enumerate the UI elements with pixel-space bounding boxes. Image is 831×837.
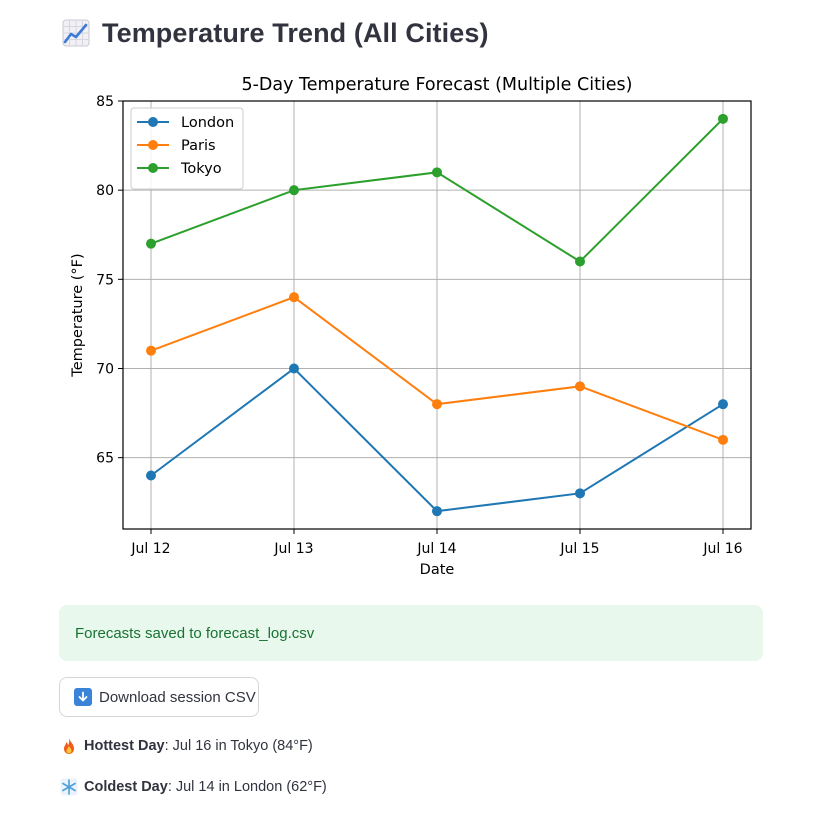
y-tick-label: 85	[96, 94, 114, 110]
data-point-paris	[289, 292, 299, 303]
download-button-label: Download session CSV	[99, 688, 256, 706]
download-arrow-icon	[74, 688, 92, 706]
data-point-london	[289, 363, 299, 374]
data-point-london	[575, 488, 585, 499]
x-tick-label: Jul 16	[702, 541, 742, 557]
legend-label-paris: Paris	[181, 138, 216, 154]
x-tick-label: Jul 15	[559, 541, 599, 557]
snowflake-icon	[60, 778, 78, 796]
x-axis-label: Date	[420, 562, 455, 578]
legend-marker-paris	[148, 140, 158, 150]
data-point-tokyo	[718, 113, 728, 124]
page-header: Temperature Trend (All Cities)	[62, 14, 489, 52]
hottest-day-value: : Jul 16 in Tokyo (84°F)	[164, 738, 313, 754]
data-point-london	[718, 399, 728, 410]
fire-icon	[64, 738, 74, 754]
legend-marker-london	[148, 117, 158, 127]
legend-label-tokyo: Tokyo	[180, 161, 222, 177]
hottest-day-stat: Hottest Day : Jul 16 in Tokyo (84°F)	[60, 734, 313, 758]
coldest-day-stat: Coldest Day : Jul 14 in London (62°F)	[60, 775, 327, 799]
data-point-tokyo	[289, 185, 299, 196]
chart-title: 5-Day Temperature Forecast (Multiple Cit…	[241, 75, 632, 95]
y-axis-label: Temperature (°F)	[70, 253, 86, 377]
download-csv-button[interactable]: Download session CSV	[59, 677, 259, 717]
page-title: Temperature Trend (All Cities)	[102, 17, 489, 48]
data-point-paris	[575, 381, 585, 392]
data-point-tokyo	[146, 238, 156, 249]
success-alert: Forecasts saved to forecast_log.csv	[59, 605, 763, 661]
success-message: Forecasts saved to forecast_log.csv	[75, 624, 315, 642]
legend-label-london: London	[181, 115, 234, 131]
data-point-london	[432, 506, 442, 517]
y-tick-label: 65	[96, 451, 114, 467]
chart-increasing-icon	[62, 19, 90, 47]
data-point-paris	[146, 345, 156, 356]
x-tick-label: Jul 12	[130, 541, 170, 557]
y-tick-label: 80	[96, 183, 114, 199]
legend-marker-tokyo	[148, 163, 158, 173]
data-point-paris	[718, 434, 728, 445]
data-point-tokyo	[432, 167, 442, 178]
hottest-day-label: Hottest Day	[84, 738, 165, 754]
y-tick-label: 75	[96, 272, 114, 288]
coldest-day-label: Coldest Day	[84, 779, 168, 795]
coldest-day-value: : Jul 14 in London (62°F)	[167, 779, 327, 795]
data-point-paris	[432, 399, 442, 410]
data-point-tokyo	[575, 256, 585, 267]
data-point-london	[146, 470, 156, 481]
x-tick-label: Jul 14	[416, 541, 456, 557]
x-tick-label: Jul 13	[273, 541, 313, 557]
y-tick-label: 70	[96, 362, 114, 378]
temperature-line-chart: 5-Day Temperature Forecast (Multiple Cit…	[70, 75, 752, 578]
